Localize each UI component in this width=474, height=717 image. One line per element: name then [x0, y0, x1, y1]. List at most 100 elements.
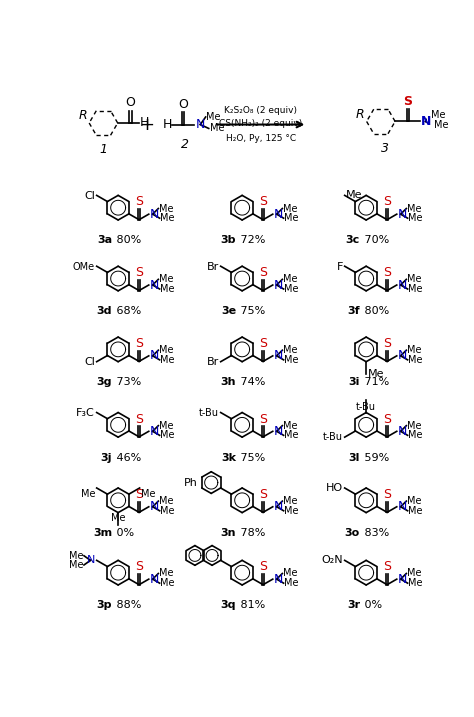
- Text: 46%: 46%: [113, 452, 141, 462]
- Text: N: N: [274, 500, 283, 513]
- Text: t-Bu: t-Bu: [323, 432, 343, 442]
- Text: H₂O, Py, 125 °C: H₂O, Py, 125 °C: [226, 134, 296, 143]
- Text: HO: HO: [326, 483, 343, 493]
- Text: Me: Me: [346, 191, 363, 200]
- Text: S: S: [259, 266, 267, 280]
- Text: O: O: [126, 96, 136, 110]
- Text: Br: Br: [207, 356, 219, 366]
- Text: 3: 3: [381, 142, 389, 155]
- Text: S: S: [135, 488, 143, 501]
- Text: Me: Me: [159, 275, 173, 285]
- Text: 0%: 0%: [113, 528, 134, 538]
- Text: 3o: 3o: [345, 528, 360, 538]
- Text: Me: Me: [409, 284, 423, 294]
- Text: N: N: [274, 424, 283, 438]
- Text: S: S: [259, 561, 267, 574]
- Text: S: S: [383, 196, 391, 209]
- Text: 80%: 80%: [113, 235, 141, 245]
- Text: Me: Me: [284, 505, 299, 516]
- Text: N: N: [150, 349, 159, 362]
- Text: 75%: 75%: [237, 452, 265, 462]
- Text: Cl: Cl: [84, 191, 95, 201]
- Text: CS(NH₂)₂ (2 equiv): CS(NH₂)₂ (2 equiv): [219, 119, 302, 128]
- Text: 71%: 71%: [361, 377, 389, 387]
- Text: Me: Me: [409, 430, 423, 440]
- Text: Me: Me: [284, 578, 299, 588]
- Text: K₂S₂O₈ (2 equiv): K₂S₂O₈ (2 equiv): [224, 106, 297, 115]
- Text: Cl: Cl: [84, 356, 95, 366]
- Text: N: N: [87, 554, 95, 564]
- Text: Me: Me: [160, 430, 175, 440]
- Text: 72%: 72%: [237, 235, 265, 245]
- Text: 0%: 0%: [361, 600, 382, 610]
- Text: Me: Me: [159, 204, 173, 214]
- Text: 3e: 3e: [221, 306, 236, 316]
- Text: Me: Me: [206, 112, 221, 122]
- Text: R: R: [78, 110, 87, 123]
- Text: 70%: 70%: [361, 235, 389, 245]
- Text: F: F: [337, 262, 343, 272]
- Text: S: S: [383, 412, 391, 426]
- Text: S: S: [135, 337, 143, 350]
- Text: N: N: [150, 208, 159, 221]
- Text: 1: 1: [100, 143, 108, 156]
- Text: Me: Me: [284, 355, 299, 365]
- Text: Me: Me: [284, 213, 299, 223]
- Text: 75%: 75%: [237, 306, 265, 316]
- Text: H: H: [140, 116, 149, 130]
- Text: S: S: [383, 337, 391, 350]
- Text: 3p: 3p: [96, 600, 112, 610]
- Text: 81%: 81%: [237, 600, 265, 610]
- Text: N: N: [150, 278, 159, 292]
- Text: 78%: 78%: [237, 528, 265, 538]
- Text: t-Bu: t-Bu: [199, 407, 219, 417]
- Text: 3l: 3l: [348, 452, 360, 462]
- Text: S: S: [135, 266, 143, 280]
- Text: S: S: [135, 412, 143, 426]
- Text: Me: Me: [81, 489, 95, 499]
- Text: Me: Me: [160, 355, 175, 365]
- Text: Me: Me: [159, 569, 173, 579]
- Text: O: O: [178, 98, 188, 110]
- Text: Me: Me: [283, 496, 298, 506]
- Text: N: N: [398, 424, 407, 438]
- Text: 3h: 3h: [220, 377, 236, 387]
- Text: Me: Me: [111, 513, 126, 523]
- Text: Me: Me: [284, 430, 299, 440]
- Text: S: S: [259, 196, 267, 209]
- Text: Me: Me: [160, 578, 175, 588]
- Text: Me: Me: [159, 496, 173, 506]
- Text: 3j: 3j: [100, 452, 112, 462]
- Text: N: N: [274, 349, 283, 362]
- Text: 3i: 3i: [348, 377, 360, 387]
- Text: R: R: [356, 108, 365, 121]
- Text: 3a: 3a: [97, 235, 112, 245]
- Text: Me: Me: [407, 204, 421, 214]
- Text: OMe: OMe: [73, 262, 95, 272]
- Text: Me: Me: [159, 345, 173, 355]
- Text: S: S: [259, 337, 267, 350]
- Text: S: S: [259, 488, 267, 501]
- Text: F₃C: F₃C: [76, 407, 95, 417]
- Text: 59%: 59%: [361, 452, 389, 462]
- Text: S: S: [135, 561, 143, 574]
- Text: S: S: [383, 488, 391, 501]
- Text: H: H: [162, 118, 172, 131]
- Text: Me: Me: [434, 120, 448, 130]
- Text: 2: 2: [181, 138, 189, 151]
- Text: Me: Me: [283, 204, 298, 214]
- Text: Me: Me: [69, 560, 83, 570]
- Text: N: N: [274, 573, 283, 586]
- Text: S: S: [383, 266, 391, 280]
- Text: Me: Me: [407, 345, 421, 355]
- Text: Me: Me: [141, 489, 155, 499]
- Text: 3k: 3k: [221, 452, 236, 462]
- Text: N: N: [150, 573, 159, 586]
- Text: Me: Me: [407, 496, 421, 506]
- Text: Me: Me: [407, 421, 421, 431]
- Text: 3q: 3q: [220, 600, 236, 610]
- Text: 3b: 3b: [220, 235, 236, 245]
- Text: S: S: [135, 196, 143, 209]
- Text: N: N: [398, 573, 407, 586]
- Text: Me: Me: [409, 578, 423, 588]
